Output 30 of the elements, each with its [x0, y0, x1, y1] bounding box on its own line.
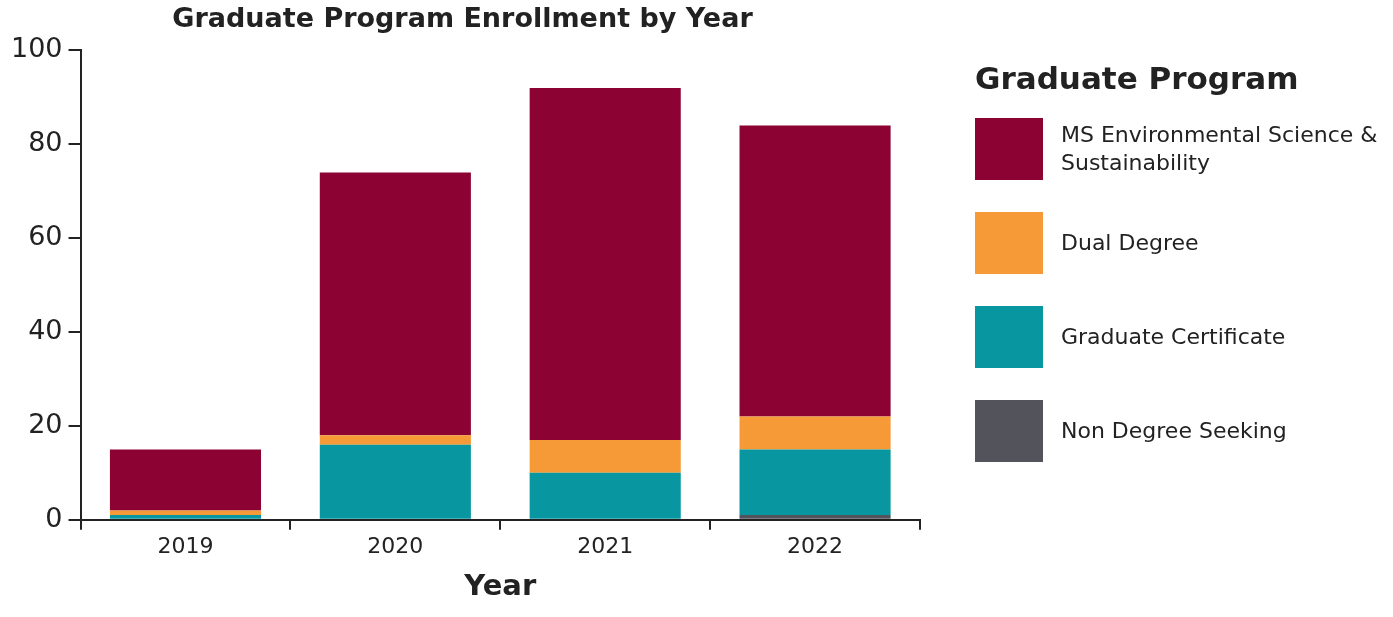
- text: Non Degree Seeking: [1061, 417, 1287, 445]
- y-tick-label: 60: [28, 220, 63, 252]
- y-tick-label: 40: [28, 314, 63, 346]
- y-tick-label: 80: [28, 126, 63, 158]
- x-tick-label: 2020: [367, 532, 424, 558]
- bar: [529, 87, 681, 440]
- bar: [739, 416, 891, 450]
- chart-title: Graduate Program Enrollment by Year: [172, 2, 754, 34]
- bar: [319, 172, 471, 436]
- bar: [739, 515, 891, 519]
- legend-title: Graduate Program: [975, 60, 1300, 96]
- y-tick-label: 20: [28, 407, 63, 439]
- bar: [739, 125, 891, 417]
- bar: [739, 449, 891, 516]
- x-tick-label: 2022: [787, 532, 844, 558]
- bar: [109, 510, 262, 516]
- bar: [319, 435, 471, 445]
- x-axis-title: Year: [463, 568, 537, 603]
- bar: [529, 472, 681, 519]
- text: MS Environmental Science & Sustainability: [1061, 121, 1379, 177]
- text: Dual Degree: [1061, 229, 1199, 257]
- bar: [529, 440, 681, 473]
- bar: [319, 444, 471, 519]
- x-tick-label: 2021: [577, 532, 634, 558]
- y-tick-label: 0: [45, 501, 63, 533]
- x-tick-label: 2019: [157, 532, 214, 558]
- y-tick-label: 100: [10, 32, 63, 64]
- text: Graduate Certificate: [1061, 323, 1286, 351]
- bar: [109, 515, 262, 519]
- bar: [109, 449, 262, 511]
